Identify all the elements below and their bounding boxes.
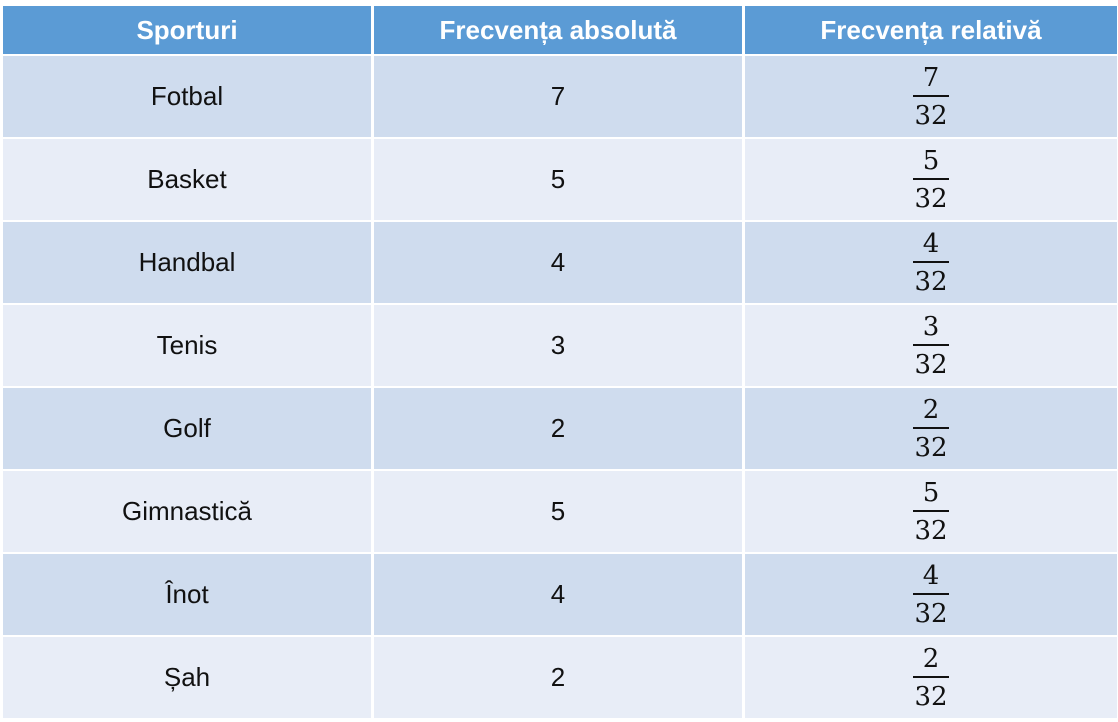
fraction-denominator: 32 — [914, 266, 948, 297]
cell-absolute: 4 — [374, 554, 742, 635]
cell-absolute: 4 — [374, 222, 742, 303]
fraction-numerator: 4 — [922, 228, 940, 259]
fraction-numerator: 4 — [922, 560, 940, 591]
fraction: 2 32 — [913, 646, 949, 710]
cell-absolute: 5 — [374, 139, 742, 220]
cell-sport: Golf — [3, 388, 371, 469]
cell-sport: Înot — [3, 554, 371, 635]
header-sporturi: Sporturi — [3, 6, 371, 54]
fraction: 5 32 — [913, 480, 949, 544]
header-frecventa-absoluta: Frecvența absolută — [374, 6, 742, 54]
cell-relative: 7 32 — [745, 56, 1117, 137]
fraction-bar — [913, 343, 949, 346]
cell-sport: Gimnastică — [3, 471, 371, 552]
cell-absolute: 5 — [374, 471, 742, 552]
fraction: 4 32 — [913, 231, 949, 295]
fraction-denominator: 32 — [914, 100, 948, 131]
cell-relative: 5 32 — [745, 471, 1117, 552]
fraction-numerator: 5 — [922, 477, 940, 508]
fraction-denominator: 32 — [914, 598, 948, 629]
header-frecventa-relativa: Frecvența relativă — [745, 6, 1117, 54]
fraction-numerator: 5 — [922, 145, 940, 176]
fraction-bar — [913, 177, 949, 180]
fraction-denominator: 32 — [914, 432, 948, 463]
cell-sport: Șah — [3, 637, 371, 718]
fraction-numerator: 3 — [922, 311, 940, 342]
fraction: 7 32 — [913, 65, 949, 129]
fraction-bar — [913, 94, 949, 97]
fraction: 4 32 — [913, 563, 949, 627]
cell-relative: 2 32 — [745, 388, 1117, 469]
fraction-bar — [913, 592, 949, 595]
cell-relative: 5 32 — [745, 139, 1117, 220]
cell-relative: 2 32 — [745, 637, 1117, 718]
cell-relative: 4 32 — [745, 222, 1117, 303]
fraction-denominator: 32 — [914, 183, 948, 214]
fraction: 2 32 — [913, 397, 949, 461]
fraction-bar — [913, 509, 949, 512]
fraction-denominator: 32 — [914, 681, 948, 712]
cell-absolute: 3 — [374, 305, 742, 386]
fraction-bar — [913, 675, 949, 678]
cell-absolute: 2 — [374, 637, 742, 718]
fraction-denominator: 32 — [914, 515, 948, 546]
cell-absolute: 2 — [374, 388, 742, 469]
cell-relative: 4 32 — [745, 554, 1117, 635]
cell-sport: Tenis — [3, 305, 371, 386]
fraction-numerator: 2 — [922, 394, 940, 425]
fraction-numerator: 7 — [922, 62, 940, 93]
fraction: 5 32 — [913, 148, 949, 212]
cell-sport: Fotbal — [3, 56, 371, 137]
fraction-numerator: 2 — [922, 643, 940, 674]
fraction-denominator: 32 — [914, 349, 948, 380]
cell-sport: Basket — [3, 139, 371, 220]
cell-relative: 3 32 — [745, 305, 1117, 386]
frequency-table: Sporturi Frecvența absolută Frecvența re… — [3, 6, 1117, 722]
fraction-bar — [913, 426, 949, 429]
cell-sport: Handbal — [3, 222, 371, 303]
fraction: 3 32 — [913, 314, 949, 378]
fraction-bar — [913, 260, 949, 263]
cell-absolute: 7 — [374, 56, 742, 137]
